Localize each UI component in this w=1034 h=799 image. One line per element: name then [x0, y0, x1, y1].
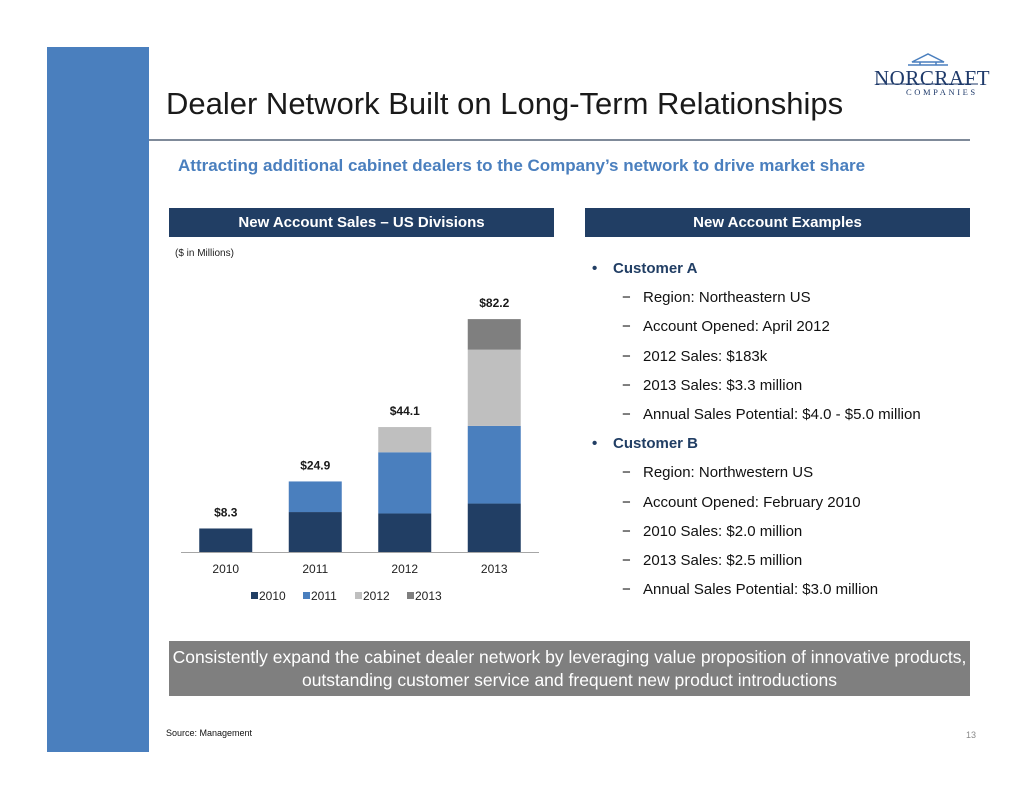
- customer-detail: −2010 Sales: $2.0 million: [622, 522, 803, 540]
- bar-2010-series-2010: [199, 528, 253, 552]
- customer-heading: • Customer B: [592, 435, 699, 453]
- legend-label-2012: 2012: [363, 589, 390, 603]
- total-label-2010: $8.3: [214, 505, 238, 519]
- legend-label-2010: 2010: [259, 589, 286, 603]
- detail-text: 2013 Sales: $2.5 million: [643, 551, 803, 569]
- customer-a-name: Customer A: [613, 260, 698, 278]
- chart-panel-header: New Account Sales – US Divisions: [169, 208, 554, 237]
- customer-detail: −2013 Sales: $2.5 million: [622, 551, 803, 569]
- legend-swatch-2010: [251, 592, 258, 599]
- bar-2012-series-2012: [378, 427, 432, 453]
- customer-heading: • Customer A: [592, 260, 698, 278]
- logo-wordmark: NORCRAFT: [874, 66, 991, 90]
- logo-subtitle: COMPANIES: [906, 87, 978, 97]
- detail-text: Account Opened: April 2012: [643, 318, 830, 336]
- title-divider: [149, 139, 970, 141]
- customer-detail: − Region: Northwestern US: [622, 464, 814, 482]
- detail-text: Annual Sales Potential: $4.0 - $5.0 mill…: [643, 406, 921, 424]
- x-tick-2011: 2011: [302, 562, 328, 576]
- bar-2013-series-2012: [467, 349, 521, 426]
- banner-text: Consistently expand the cabinet dealer n…: [172, 646, 967, 690]
- detail-text: Annual Sales Potential: $3.0 million: [643, 581, 879, 599]
- new-account-sales-chart: $8.3 2010 $24.9 2011 $44.1 2012 $82.2 2013 2010 2…: [181, 296, 539, 603]
- summary-banner: Consistently expand the cabinet dealer n…: [169, 641, 970, 696]
- customer-detail: − Region: Northeastern US: [622, 289, 811, 307]
- page-subtitle: Attracting additional cabinet dealers to…: [178, 156, 866, 175]
- customer-b-name: Customer B: [613, 435, 699, 453]
- bar-2013-series-2011: [467, 425, 521, 504]
- customer-detail: − Annual Sales Potential: $4.0 - $5.0 mil…: [622, 406, 921, 424]
- legend-swatch-2011: [303, 592, 310, 599]
- x-tick-2012: 2012: [391, 562, 418, 576]
- bar-2011-series-2010: [288, 512, 342, 552]
- page-number: 13: [966, 730, 977, 740]
- customer-detail: −2013 Sales: $3.3 million: [622, 376, 803, 394]
- legend-label-2011: 2011: [311, 589, 337, 603]
- bar-2013-series-2013: [467, 319, 521, 350]
- customer-detail: − Annual Sales Potential: $3.0 million: [622, 581, 879, 599]
- customer-detail: − Account Opened: February 2010: [622, 493, 861, 511]
- side-accent-bar: [47, 47, 149, 752]
- customer-detail: − Account Opened: April 2012: [622, 318, 830, 336]
- examples-panel-header: New Account Examples: [585, 208, 970, 237]
- customer-examples-list: • Customer A − Region: Northeastern US − Ac…: [592, 254, 921, 604]
- detail-text: 2010 Sales: $2.0 million: [643, 522, 803, 540]
- total-label-2012: $44.1: [390, 404, 420, 418]
- legend-label-2013: 2013: [415, 589, 442, 603]
- page-title: Dealer Network Built on Long-Term Relati…: [166, 86, 844, 121]
- bar-2011-series-2011: [288, 481, 342, 513]
- chart-units-label: ($ in Millions): [175, 248, 234, 259]
- bar-2012-series-2010: [378, 513, 432, 552]
- detail-text: Region: Northwestern US: [643, 464, 814, 482]
- bar-2012-series-2011: [378, 452, 432, 514]
- source-note: Source: Management: [166, 728, 253, 738]
- total-label-2011: $24.9: [300, 458, 330, 472]
- norcraft-logo-icon: [876, 53, 978, 85]
- legend-swatch-2012: [355, 592, 362, 599]
- customer-detail: −2012 Sales: $183k: [622, 347, 768, 365]
- detail-text: Region: Northeastern US: [643, 289, 811, 307]
- legend-swatch-2013: [407, 592, 414, 599]
- bar-2013-series-2010: [467, 503, 521, 552]
- detail-text: 2012 Sales: $183k: [643, 347, 768, 365]
- detail-text: 2013 Sales: $3.3 million: [643, 376, 803, 394]
- detail-text: Account Opened: February 2010: [643, 493, 861, 511]
- total-label-2013: $82.2: [479, 296, 509, 310]
- x-tick-2010: 2010: [212, 562, 239, 576]
- x-tick-2013: 2013: [481, 562, 508, 576]
